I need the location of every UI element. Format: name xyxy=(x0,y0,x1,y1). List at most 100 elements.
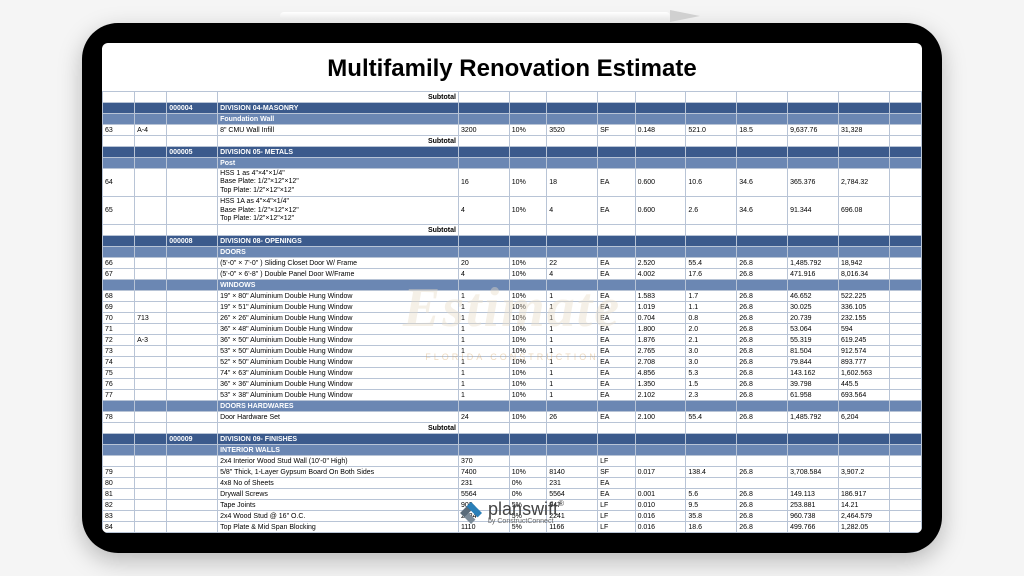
table-cell xyxy=(635,401,686,412)
table-cell: 26.8 xyxy=(737,335,788,346)
table-cell: 26.8 xyxy=(737,269,788,280)
table-cell xyxy=(547,456,598,467)
table-row: 63A-48" CMU Wall Infill320010%3520SF0.14… xyxy=(103,125,922,136)
table-cell xyxy=(458,114,509,125)
table-cell xyxy=(737,478,788,489)
table-cell xyxy=(135,236,167,247)
table-cell xyxy=(135,158,167,169)
table-cell: 19" × 80" Aluminium Double Hung Window xyxy=(218,291,459,302)
table-cell xyxy=(737,434,788,445)
table-cell xyxy=(635,247,686,258)
table-cell: 70 xyxy=(103,313,135,324)
table-cell xyxy=(135,269,167,280)
table-cell: 72 xyxy=(103,335,135,346)
table-cell: EA xyxy=(598,379,635,390)
table-cell: EA xyxy=(598,313,635,324)
table-cell xyxy=(788,92,839,103)
table-cell: 10% xyxy=(509,368,546,379)
table-cell: Subtotal xyxy=(218,136,459,147)
table-cell xyxy=(167,125,218,136)
table-cell xyxy=(103,236,135,247)
table-cell xyxy=(889,434,921,445)
table-cell: DIVISION 08- OPENINGS xyxy=(218,236,459,247)
table-cell: 10% xyxy=(509,324,546,335)
table-cell xyxy=(635,147,686,158)
table-cell xyxy=(889,412,921,423)
table-cell: 365.376 xyxy=(788,169,839,197)
logo-main-text: planswift® xyxy=(488,500,564,518)
table-cell: A-4 xyxy=(135,125,167,136)
table-cell xyxy=(737,225,788,236)
table-row: 000005DIVISION 05- METALS xyxy=(103,147,922,158)
table-cell xyxy=(167,136,218,147)
table-cell xyxy=(686,136,737,147)
table-cell: 26.8 xyxy=(737,379,788,390)
planswift-logo: planswift® by ConstructConnect xyxy=(460,500,564,525)
table-cell: EA xyxy=(598,346,635,357)
table-row: Subtotal xyxy=(103,136,922,147)
table-cell xyxy=(167,92,218,103)
table-cell xyxy=(167,445,218,456)
table-cell xyxy=(167,511,218,522)
table-cell xyxy=(635,478,686,489)
table-cell: 186.917 xyxy=(838,489,889,500)
table-cell xyxy=(167,357,218,368)
table-cell: 83 xyxy=(103,511,135,522)
table-cell: 2.3 xyxy=(686,390,737,401)
table-cell: 10% xyxy=(509,467,546,478)
table-cell: 1,282.05 xyxy=(838,522,889,533)
table-cell xyxy=(788,147,839,158)
table-cell: 000005 xyxy=(167,147,218,158)
table-cell xyxy=(686,478,737,489)
table-cell: 18.6 xyxy=(686,522,737,533)
table-row: 804x8 No of Sheets2310%231EA xyxy=(103,478,922,489)
table-cell xyxy=(458,280,509,291)
table-cell: 4 xyxy=(547,269,598,280)
table-cell xyxy=(788,434,839,445)
table-cell: 499.766 xyxy=(788,522,839,533)
table-cell xyxy=(838,136,889,147)
table-cell xyxy=(737,158,788,169)
table-cell xyxy=(547,103,598,114)
table-cell: EA xyxy=(598,324,635,335)
table-cell: EA xyxy=(598,169,635,197)
table-cell: 69 xyxy=(103,302,135,313)
table-cell: 3200 xyxy=(458,125,509,136)
table-cell: 10% xyxy=(509,197,546,225)
table-cell: LF xyxy=(598,522,635,533)
table-cell xyxy=(889,346,921,357)
table-cell: 65 xyxy=(103,197,135,225)
table-cell xyxy=(686,158,737,169)
table-row: DOORS xyxy=(103,247,922,258)
table-cell: EA xyxy=(598,412,635,423)
table-cell: 2,464.579 xyxy=(838,511,889,522)
table-row: 7636" × 36" Aluminium Double Hung Window… xyxy=(103,379,922,390)
table-cell: 1 xyxy=(458,357,509,368)
table-cell xyxy=(547,423,598,434)
table-cell: Subtotal xyxy=(218,423,459,434)
table-cell xyxy=(889,500,921,511)
table-cell: 2.6 xyxy=(686,197,737,225)
table-cell: Drywall Screws xyxy=(218,489,459,500)
table-cell xyxy=(686,401,737,412)
table-cell xyxy=(167,401,218,412)
table-cell xyxy=(167,313,218,324)
table-cell xyxy=(889,313,921,324)
table-cell: 619.245 xyxy=(838,335,889,346)
table-cell: 2.765 xyxy=(635,346,686,357)
table-cell: 8" CMU Wall Infill xyxy=(218,125,459,136)
table-cell: 0.600 xyxy=(635,169,686,197)
table-cell: 0.010 xyxy=(635,500,686,511)
table-cell xyxy=(103,434,135,445)
table-cell: 471.916 xyxy=(788,269,839,280)
table-cell xyxy=(547,280,598,291)
table-cell: Subtotal xyxy=(218,92,459,103)
table-cell: 1.876 xyxy=(635,335,686,346)
table-cell: 20 xyxy=(458,258,509,269)
table-cell: 594 xyxy=(838,324,889,335)
table-cell xyxy=(509,236,546,247)
table-cell: DOORS HARDWARES xyxy=(218,401,459,412)
table-cell: 10% xyxy=(509,291,546,302)
table-cell: 34.6 xyxy=(737,169,788,197)
table-cell: 53" × 38" Aluminium Double Hung Window xyxy=(218,390,459,401)
